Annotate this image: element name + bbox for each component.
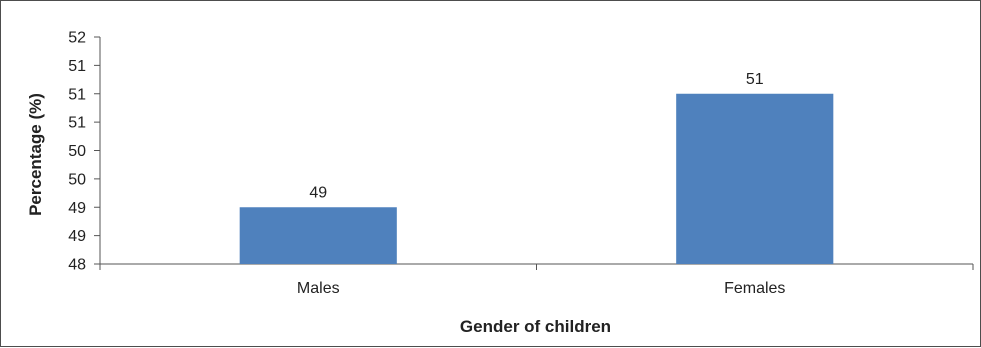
y-axis: 48 49 49 50 50 51 51 51 52	[68, 30, 101, 274]
y-tick-label: 50	[68, 171, 86, 188]
bars	[239, 93, 834, 264]
data-label: 49	[309, 184, 327, 201]
y-axis-title: Percentage (%)	[26, 93, 45, 216]
y-tick-label: 51	[68, 58, 86, 75]
bar-males	[239, 207, 397, 264]
y-tick-label: 50	[68, 143, 86, 160]
bar-females	[676, 93, 834, 264]
y-tick-label: 49	[68, 200, 86, 217]
y-tick-label: 52	[68, 30, 86, 47]
y-tick-label: 49	[68, 228, 86, 245]
x-tick-label: Males	[297, 280, 340, 297]
y-tick-label: 51	[68, 86, 86, 103]
data-labels: 49 51	[309, 71, 763, 202]
x-axis: Males Females	[99, 263, 974, 297]
x-axis-title: Gender of children	[460, 317, 611, 336]
y-tick-label: 51	[68, 115, 86, 132]
x-tick-label: Females	[724, 280, 785, 297]
y-tick-label: 48	[68, 257, 86, 274]
data-label: 51	[746, 71, 764, 88]
